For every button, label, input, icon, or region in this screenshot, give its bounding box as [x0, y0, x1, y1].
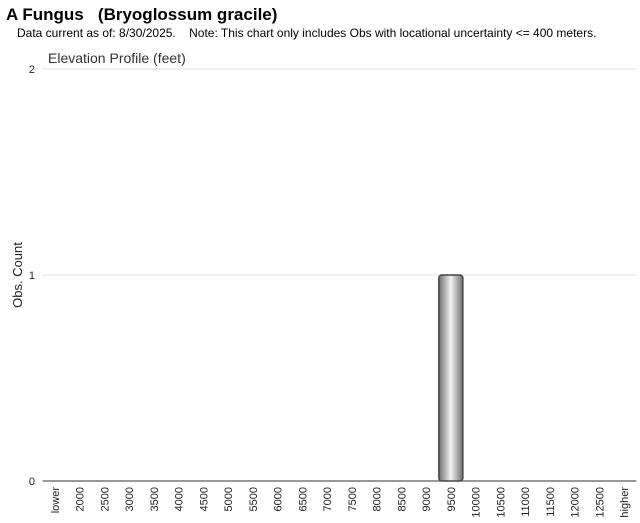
page-title: A Fungus (Bryoglossum gracile): [6, 5, 278, 24]
x-tick-label: 9000: [421, 487, 433, 511]
x-tick-label: 2500: [99, 487, 111, 511]
x-tick-label: 12500: [594, 487, 606, 518]
x-tick-label: 9500: [446, 487, 458, 511]
x-tick-label: 10000: [471, 487, 483, 518]
x-tick-label: 8000: [372, 487, 384, 511]
x-tick-label: 3500: [149, 487, 161, 511]
x-tick-label: 5500: [248, 487, 260, 511]
x-tick-label: lower: [50, 487, 62, 514]
x-tick-label: 7500: [347, 487, 359, 511]
x-tick-label: 4500: [198, 487, 210, 511]
x-tick-label: 10500: [495, 487, 507, 518]
x-tick-label: 4000: [174, 487, 186, 511]
page-subtitle: Data current as of: 8/30/2025. Note: Thi…: [17, 26, 597, 40]
x-tick-label: 2000: [75, 487, 87, 511]
y-tick-label: 2: [29, 64, 35, 76]
x-tick-label: 7000: [322, 487, 334, 511]
x-tick-label: 8500: [396, 487, 408, 511]
y-axis-label: Obs. Count: [10, 242, 25, 308]
x-tick-label: 5000: [223, 487, 235, 511]
bar: [438, 274, 464, 482]
x-tick-label: 11500: [545, 487, 557, 517]
x-tick-label: 6500: [297, 487, 309, 511]
x-tick-label: 12000: [570, 487, 582, 518]
x-tick-label: 6000: [273, 487, 285, 511]
x-tick-label: 11000: [520, 487, 532, 517]
x-tick-label: higher: [619, 487, 631, 518]
x-tick-label: 3000: [124, 487, 136, 511]
chart-title: Elevation Profile (feet): [48, 50, 186, 66]
y-tick-label: 1: [29, 270, 35, 282]
y-tick-label: 0: [29, 476, 35, 488]
